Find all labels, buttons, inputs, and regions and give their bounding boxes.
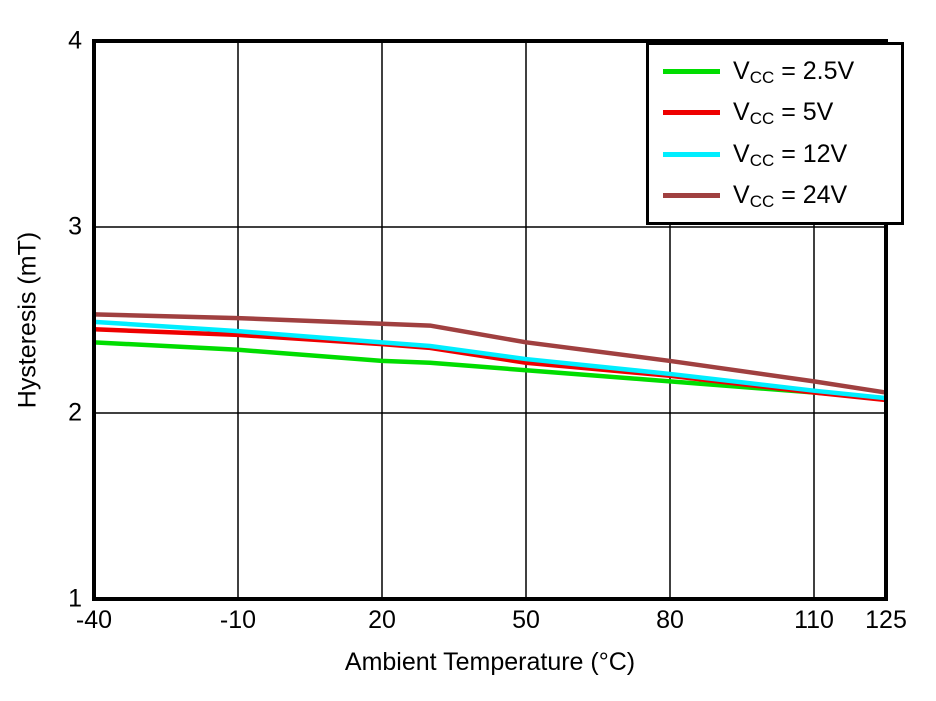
x-tick-label: 125 — [865, 606, 907, 634]
legend-item: VCC = 5V — [663, 98, 901, 127]
y-tick-label: 3 — [68, 212, 82, 241]
series-line-vcc-2.5v — [93, 340, 887, 401]
x-tick-label: -10 — [219, 606, 257, 634]
legend-item: VCC = 12V — [663, 140, 901, 169]
y-axis-title: Hysteresis (mT) — [13, 231, 42, 409]
legend-swatch — [663, 151, 720, 157]
legend-label: VCC = 24V — [733, 180, 848, 211]
x-tick-label: 50 — [512, 606, 540, 634]
y-tick-label: 1 — [68, 584, 82, 613]
x-tick-label: -40 — [75, 606, 113, 634]
x-axis-title: Ambient Temperature (°C) — [344, 648, 636, 676]
y-tick-label: 4 — [68, 26, 82, 55]
series-line-vcc-24v — [93, 312, 887, 395]
legend-label: VCC = 5V — [733, 98, 834, 129]
legend-item: VCC = 2.5V — [663, 57, 901, 86]
x-tick-label: 110 — [794, 606, 834, 634]
legend-swatch — [663, 69, 720, 75]
legend-label: VCC = 12V — [733, 139, 848, 170]
y-tick-label: 2 — [68, 398, 82, 427]
legend-label: VCC = 2.5V — [733, 57, 855, 88]
legend: VCC = 2.5V VCC = 5V VCC = 12V VCC = 24V — [646, 42, 904, 225]
legend-swatch — [663, 110, 720, 116]
series-line-vcc-12v — [93, 319, 887, 401]
legend-item: VCC = 24V — [663, 181, 901, 210]
legend-swatch — [663, 192, 720, 198]
x-tick-label: 80 — [656, 606, 684, 634]
plot-frame — [92, 39, 888, 601]
x-tick-label: 20 — [368, 606, 396, 634]
